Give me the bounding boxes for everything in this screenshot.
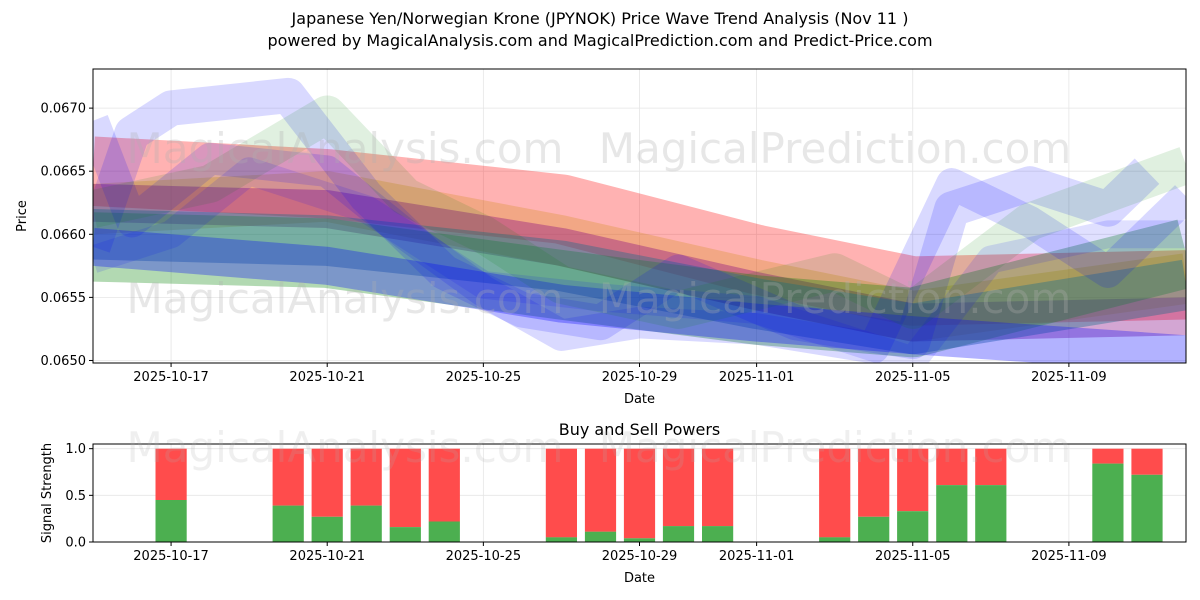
chart-title: Japanese Yen/Norwegian Krone (JPYNOK) Pr… [291, 9, 909, 28]
sell-bar [272, 448, 304, 506]
sell-bar [155, 448, 187, 500]
buy-bar [975, 485, 1007, 542]
wave-band [93, 157, 1186, 363]
y-tick-label: 0.0 [65, 536, 86, 551]
y-tick-label: 1.0 [65, 442, 86, 457]
sell-bar [936, 448, 968, 486]
sell-bar [702, 448, 734, 527]
sell-bar [662, 448, 695, 527]
x-tick-label: 2025-10-25 [446, 370, 522, 385]
watermark-prediction-middle: MagicalPrediction.com [599, 274, 1072, 323]
sell-bar [897, 448, 929, 512]
x-tick-label: 2025-10-29 [602, 549, 678, 564]
wave-bands [93, 77, 1186, 363]
buy-bar [1131, 474, 1163, 542]
wave-band [93, 136, 1186, 326]
y-tick-label: 0.0650 [41, 354, 87, 369]
buy-bar [584, 531, 617, 542]
y-tick-label: 0.0660 [41, 228, 87, 243]
y-tick-label: 0.0670 [41, 102, 87, 117]
sell-bar [350, 448, 382, 506]
x-tick-label: 2025-11-05 [875, 370, 951, 385]
buy-bar [155, 500, 187, 542]
watermark-analysis-bottom: MagicalAnalysis.com [127, 423, 564, 472]
y-tick-label: 0.0655 [41, 291, 87, 306]
x-tick-label: 2025-11-09 [1031, 549, 1107, 564]
buy-bar [936, 485, 968, 542]
y-axis-label: Price [15, 200, 30, 232]
watermark-prediction-bottom: MagicalPrediction.com [599, 423, 1072, 472]
sell-bar [584, 448, 617, 532]
subplot-title: Buy and Sell Powers [559, 420, 721, 439]
watermark-prediction-top: MagicalPrediction.com [599, 124, 1072, 173]
y-tick-label: 0.5 [65, 489, 86, 504]
sell-bar [311, 448, 343, 517]
buy-bar [662, 526, 695, 542]
x-tick-label: 2025-11-05 [875, 549, 951, 564]
buy-bar [623, 538, 656, 542]
buy-bar [897, 511, 929, 542]
sell-bar [389, 448, 421, 528]
watermark-analysis-top: MagicalAnalysis.com [127, 124, 564, 173]
sell-bar [858, 448, 890, 517]
wave-band [93, 95, 1186, 329]
watermark-analysis-middle: MagicalAnalysis.com [127, 274, 564, 323]
buy-bar [272, 505, 304, 542]
sell-bar [1131, 448, 1163, 475]
wave-band [93, 183, 1186, 342]
x-tick-label: 2025-10-17 [133, 549, 209, 564]
x-tick-label: 2025-11-01 [719, 370, 795, 385]
sell-bar [819, 448, 851, 538]
x-tick-label: 2025-10-29 [602, 370, 678, 385]
wave-band [93, 228, 1186, 363]
buy-bar [311, 516, 343, 542]
x-tick-label: 2025-11-09 [1031, 370, 1107, 385]
y-axis-label: Signal Strength [40, 443, 55, 543]
x-tick-label: 2025-10-17 [133, 370, 209, 385]
x-tick-label: 2025-10-21 [289, 370, 365, 385]
buy-bar [428, 521, 460, 542]
sell-bar [975, 448, 1007, 486]
watermarks: MagicalAnalysis.com MagicalPrediction.co… [127, 124, 1072, 472]
buy-bar [389, 527, 421, 542]
buy-bar [819, 537, 851, 542]
sell-bar [623, 448, 656, 539]
buy-bar [350, 505, 382, 542]
buy-bar [858, 516, 890, 542]
x-tick-label: 2025-10-25 [446, 549, 522, 564]
buy-bar [702, 526, 734, 542]
signal-bars [155, 448, 1163, 542]
wave-band [93, 171, 1186, 342]
x-axis-label: Date [624, 571, 655, 586]
x-tick-label: 2025-11-01 [719, 549, 795, 564]
wave-band [93, 209, 1186, 355]
wave-band [93, 212, 1186, 358]
wave-band [93, 77, 1160, 360]
sell-bar [545, 448, 577, 538]
chart-subtitle: powered by MagicalAnalysis.com and Magic… [267, 31, 933, 50]
buy-sell-powers-chart: 2025-10-17 2025-10-21 2025-10-25 2025-10-29… [40, 420, 1187, 586]
wave-band [93, 115, 1186, 363]
sell-bar [1092, 448, 1124, 464]
x-tick-label: 2025-10-21 [289, 549, 365, 564]
price-wave-chart: 2025-10-17 2025-10-21 2025-10-25 2025-10-29… [15, 68, 1187, 407]
buy-bar [545, 537, 577, 542]
x-axis-label: Date [624, 392, 655, 407]
sell-bar [428, 448, 460, 522]
y-tick-label: 0.0665 [41, 165, 87, 180]
buy-bar [1092, 463, 1124, 542]
